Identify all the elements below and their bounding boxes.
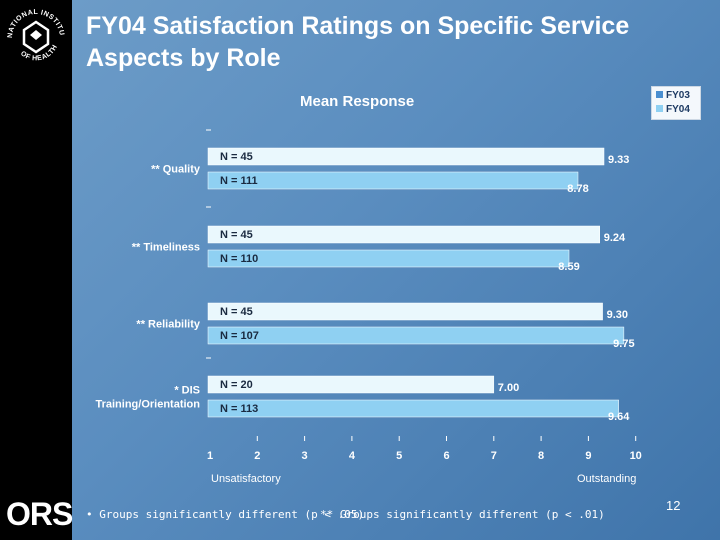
- x-tick-label: 6: [443, 450, 449, 462]
- chart-title: Mean Response: [300, 93, 415, 110]
- n-label: N = 113: [220, 403, 258, 415]
- n-label: N = 107: [220, 330, 259, 342]
- x-tick-label: 10: [630, 450, 642, 462]
- legend-swatch-fy04: [656, 105, 663, 112]
- page-title: FY04 Satisfaction Ratings on Specific Se…: [86, 12, 630, 72]
- category-label: * DIS Training/Orientation: [95, 385, 200, 411]
- x-tick-label: 3: [302, 450, 308, 462]
- n-label: N = 45: [220, 151, 253, 163]
- sidebar: NATIONAL INSTITUTES OF HEALTH ORS: [0, 0, 73, 540]
- data-label: 9.24: [604, 232, 626, 244]
- category-label: ** Quality: [151, 164, 201, 176]
- data-label: 9.64: [608, 411, 630, 423]
- page-number: 12: [666, 498, 681, 513]
- legend-label-fy03: FY03: [666, 90, 690, 101]
- ors-logo: ORS: [6, 496, 73, 532]
- footnote-double-star: ** Groups significantly different (p < .…: [320, 508, 605, 521]
- axis-anchor-high: Outstanding: [577, 473, 637, 485]
- x-tick-label: 1: [207, 450, 213, 462]
- data-label: 8.59: [558, 261, 579, 273]
- bar-fy03: [207, 375, 495, 394]
- footnote-single-star: • Groups significantly different (p < .0…: [86, 508, 365, 521]
- bar-fy04: [207, 399, 619, 418]
- bar-fy04: [207, 249, 570, 268]
- legend-label-fy04: FY04: [666, 104, 690, 115]
- legend-entry-fy04: FY04: [656, 104, 690, 116]
- bar-fy03: [207, 147, 605, 166]
- n-label: N = 45: [220, 306, 253, 318]
- bar-fy03: [207, 225, 601, 244]
- data-label: 9.33: [608, 154, 629, 166]
- data-label: 9.30: [607, 309, 628, 321]
- x-tick-label: 9: [585, 450, 591, 462]
- n-label: N = 111: [220, 175, 258, 187]
- category-label: ** Timeliness: [132, 242, 200, 254]
- n-label: N = 110: [220, 253, 258, 265]
- bar-fy03: [207, 302, 603, 321]
- axis-anchor-low: Unsatisfactory: [211, 473, 281, 485]
- x-tick-label: 5: [396, 450, 402, 462]
- data-label: 7.00: [498, 382, 519, 394]
- data-label: 9.75: [613, 338, 634, 350]
- nih-logo: NATIONAL INSTITUTES OF HEALTH: [4, 4, 64, 62]
- legend-swatch-fy03: [656, 91, 663, 98]
- n-label: N = 45: [220, 229, 253, 241]
- legend-entry-fy03: FY03: [656, 90, 690, 102]
- n-label: N = 20: [220, 379, 253, 391]
- x-tick-label: 4: [349, 450, 356, 462]
- x-tick-label: 8: [538, 450, 544, 462]
- data-label: 8.78: [567, 183, 588, 195]
- x-tick-label: 7: [491, 450, 497, 462]
- bar-fy04: [207, 326, 625, 345]
- bar-fy04: [207, 171, 579, 190]
- legend: FY03 FY04: [651, 86, 701, 120]
- category-label: ** Reliability: [136, 319, 200, 331]
- x-tick-label: 2: [254, 450, 260, 462]
